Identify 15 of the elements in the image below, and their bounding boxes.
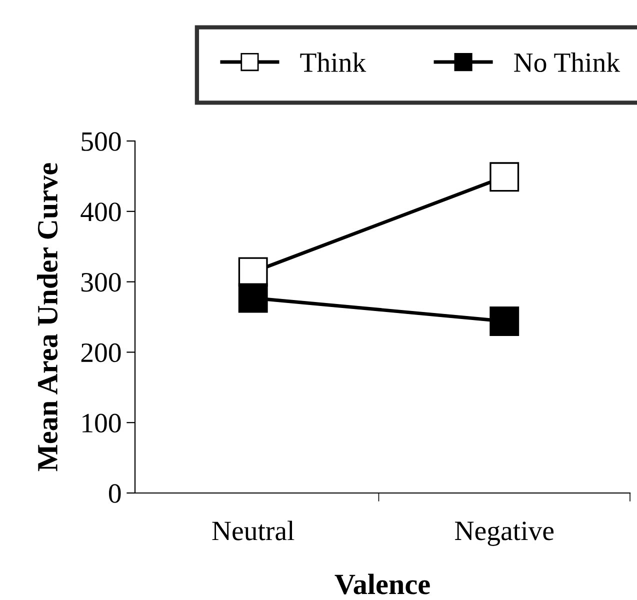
point <box>490 306 520 336</box>
x-axis-title: Valence <box>334 574 430 594</box>
x-tick-label: Negative <box>455 522 554 546</box>
y-axis-title: Mean Area Under Curve <box>37 163 58 472</box>
y-tick-label: 500 <box>82 132 121 151</box>
legend-label: No Think <box>514 52 620 72</box>
y-tick-label: 0 <box>108 484 121 503</box>
y-tick-label: 200 <box>81 343 121 362</box>
point <box>490 162 520 192</box>
point <box>238 283 268 313</box>
y-tick-label: 400 <box>80 202 121 222</box>
y-tick-label: 300 <box>81 272 121 292</box>
legend-label: Think <box>300 52 366 72</box>
y-tick-label: 100 <box>82 414 121 433</box>
x-tick-label: Neutral <box>212 520 294 540</box>
